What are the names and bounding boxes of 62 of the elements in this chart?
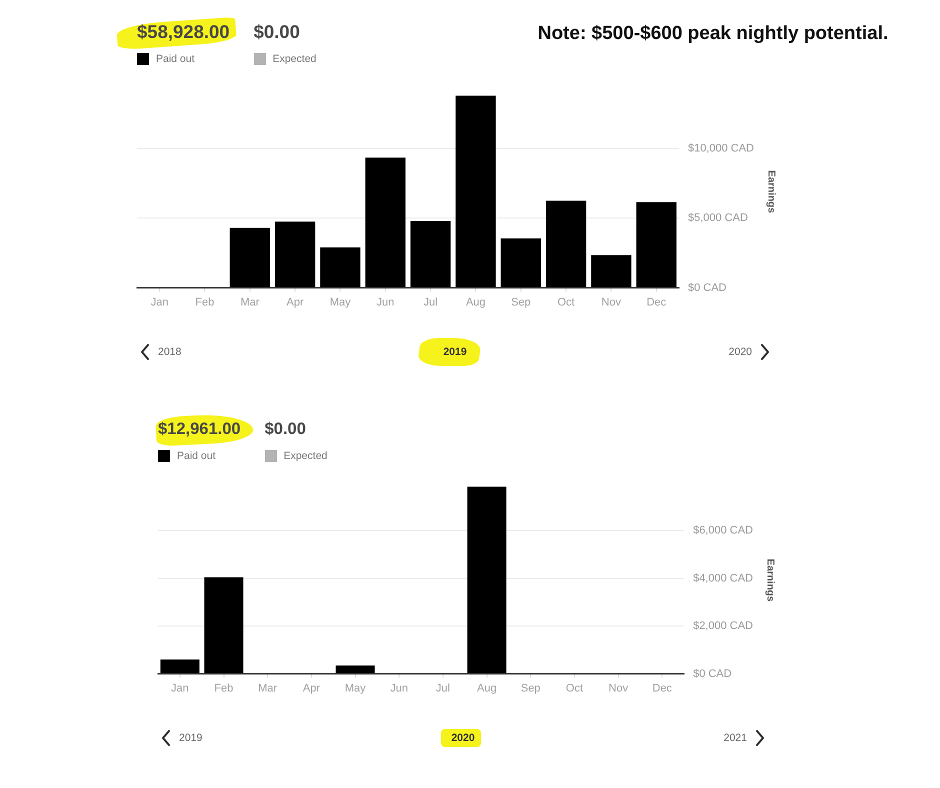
y-axis-title: Earnings: [765, 170, 776, 214]
y-tick-label: $10,000 CAD: [688, 142, 754, 155]
y-tick-label: $4,000 CAD: [693, 572, 754, 584]
bar: [467, 486, 506, 674]
x-tick-label: Aug: [466, 296, 486, 308]
bar: [204, 577, 244, 674]
y-tick-label: $0 CAD: [693, 668, 732, 680]
y-axis-title: Earnings: [764, 558, 776, 602]
bar: [591, 255, 632, 288]
bar: [636, 202, 676, 288]
x-tick-label: Jan: [171, 682, 189, 694]
y-tick-label: $6,000 CAD: [693, 524, 754, 537]
bar: [160, 659, 200, 674]
text: 2019: [179, 732, 202, 744]
x-tick-label: May: [344, 682, 366, 694]
x-tick-label: Sep: [511, 296, 531, 308]
x-tick-label: Aug: [477, 682, 497, 694]
x-tick-label: Apr: [286, 296, 304, 308]
bar: [546, 200, 586, 288]
bar: [456, 96, 496, 288]
text: 2021: [724, 732, 747, 744]
x-tick-label: Jul: [436, 682, 450, 694]
x-tick-label: Jul: [424, 296, 438, 308]
y-tick-label: $5,000 CAD: [688, 212, 748, 224]
legend-label: Expected: [284, 450, 328, 462]
bar: [500, 238, 541, 288]
x-tick-label: Mar: [240, 296, 260, 308]
x-tick-label: May: [330, 296, 352, 308]
text: $12,961.00: [158, 420, 241, 438]
bar: [274, 222, 316, 288]
x-tick-label: Apr: [302, 682, 320, 694]
x-tick-label: Dec: [646, 296, 667, 308]
x-axis-title: 2020: [451, 732, 475, 744]
y-tick-label: $0 CAD: [688, 282, 727, 294]
x-tick-label: Nov: [608, 682, 629, 694]
bar: [230, 228, 270, 288]
y-tick-label: $2,000 CAD: [693, 620, 754, 632]
x-tick-label: Jun: [376, 296, 394, 308]
text: Note: $500-$600 peak nightly potential.: [536, 22, 890, 46]
x-tick-label: Jun: [390, 682, 408, 694]
text: 2020: [728, 346, 752, 358]
legend-label: Paid out: [156, 53, 195, 65]
x-tick-label: Mar: [258, 682, 278, 694]
x-axis-title: 2019: [443, 346, 467, 358]
x-tick-label: Dec: [652, 682, 672, 694]
x-tick-label: Feb: [195, 296, 214, 308]
bar: [365, 158, 406, 288]
text: $58,928.00: [137, 21, 230, 42]
x-tick-label: Nov: [601, 296, 622, 308]
bar: [320, 247, 360, 288]
x-tick-label: Oct: [566, 682, 584, 694]
x-tick-label: Sep: [520, 682, 540, 694]
legend-label: Expected: [272, 53, 316, 65]
x-tick-label: Jan: [150, 296, 168, 308]
text: 2018: [158, 346, 182, 358]
legend-label: Paid out: [177, 450, 216, 462]
bar: [410, 220, 451, 288]
x-tick-label: Feb: [214, 682, 234, 694]
x-tick-label: Oct: [557, 296, 575, 308]
bar: [336, 665, 375, 674]
text: $0.00: [264, 420, 306, 438]
text: $0.00: [254, 21, 300, 42]
